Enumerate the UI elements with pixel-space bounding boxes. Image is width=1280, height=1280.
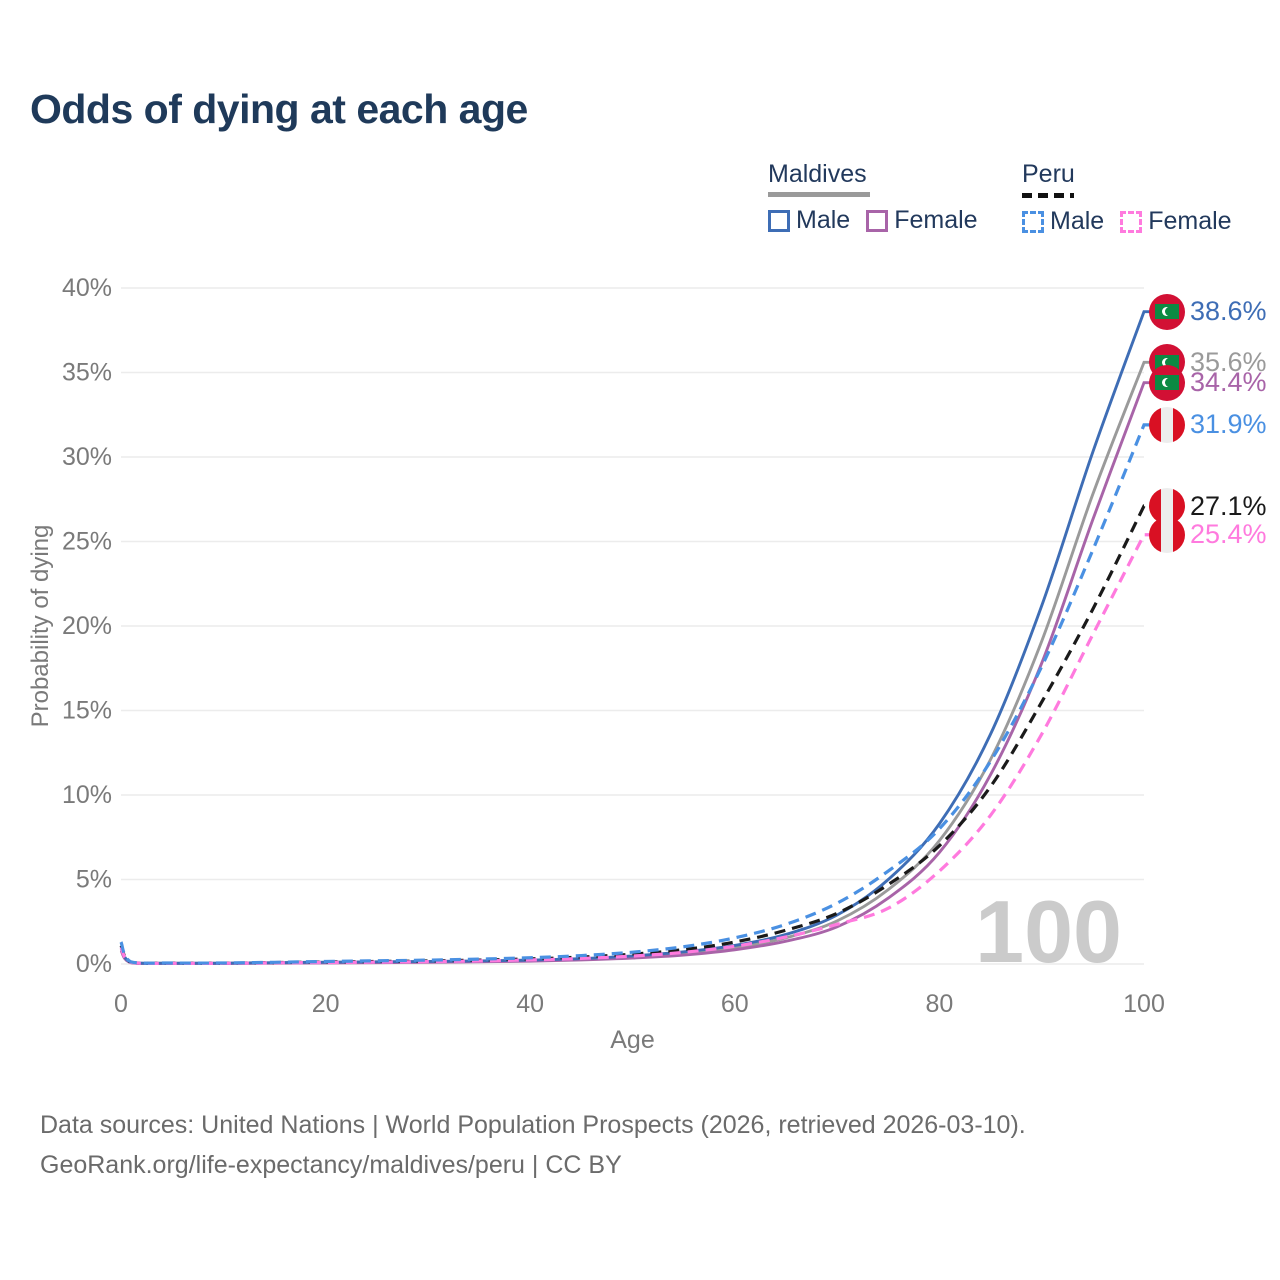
y-tick-label-5: 5% xyxy=(76,866,112,894)
y-tick-label-10: 10% xyxy=(62,781,112,809)
y-tick-label-30: 30% xyxy=(62,443,112,471)
series-line-peru-male[interactable] xyxy=(119,423,1151,965)
x-axis-title: Age xyxy=(610,1026,654,1054)
y-tick-label-35: 35% xyxy=(62,359,112,387)
end-label-peru-male: 31.9% xyxy=(1149,406,1267,443)
end-value-label-peru-male: 31.9% xyxy=(1190,409,1267,440)
series-line-maldives-male[interactable] xyxy=(119,310,1151,965)
legend-item-label: Male xyxy=(796,206,851,234)
end-label-maldives-male: 38.6% xyxy=(1149,293,1267,330)
peru-female-swatch xyxy=(1120,210,1143,233)
end-value-label-maldives-all: 35.6% xyxy=(1190,346,1267,377)
legend-item-label: Male xyxy=(1050,207,1105,235)
legend-items-maldives: Male Female xyxy=(768,206,978,235)
y-axis-title: Probability of dying xyxy=(27,525,54,728)
x-tick-label-60: 60 xyxy=(721,990,749,1018)
y-tick-label-0: 0% xyxy=(76,950,112,978)
legend-group-peru: Peru Male Female xyxy=(1022,160,1232,236)
maldives-flag-icon xyxy=(1149,364,1185,401)
x-tick-label-100: 100 xyxy=(1123,990,1165,1018)
line-chart: 0% 5% 10% 15% 20% 25% 30% 35% 40% 0 20 40 60 80 100 Age… xyxy=(27,274,1165,1054)
page-title: Odds of dying at each age xyxy=(30,86,528,132)
legend-item-peru-male[interactable]: Male xyxy=(1022,207,1104,236)
maldives-male-swatch xyxy=(768,209,790,232)
flag-crescent xyxy=(1165,357,1175,368)
maldives-female-swatch xyxy=(866,209,889,232)
series-line-maldives-female[interactable] xyxy=(119,381,1151,966)
y-tick-label-25: 25% xyxy=(62,528,112,556)
legend-item-label: Female xyxy=(894,206,978,234)
peru-flag-icon xyxy=(1149,406,1185,443)
maldives-flag-icon xyxy=(1149,293,1185,330)
x-tick-label-40: 40 xyxy=(516,990,544,1018)
flag-crescent xyxy=(1165,306,1175,317)
end-value-label-maldives-male: 38.6% xyxy=(1190,296,1267,327)
maldives-line-swatch xyxy=(768,192,870,197)
footer: Data sources: United Nations | World Pop… xyxy=(40,1105,1026,1185)
legend-country-label: Peru xyxy=(1022,160,1075,188)
end-label-peru-female: 25.4% xyxy=(1149,516,1267,553)
flag-crescent xyxy=(1165,377,1175,388)
peru-flag-icon xyxy=(1149,516,1185,553)
footer-url-line: GeoRank.org/life-expectancy/maldives/per… xyxy=(40,1151,622,1179)
legend-item-maldives-female[interactable]: Female xyxy=(866,206,978,235)
legend-items-peru: Male Female xyxy=(1022,207,1232,236)
legend-item-peru-female[interactable]: Female xyxy=(1120,207,1232,236)
end-value-label-peru-female: 25.4% xyxy=(1190,519,1267,550)
peru-male-swatch xyxy=(1022,210,1044,233)
footer-source-line: Data sources: United Nations | World Pop… xyxy=(40,1111,1026,1139)
peru-line-swatch xyxy=(1022,193,1074,198)
y-tick-label-20: 20% xyxy=(62,612,112,640)
end-value-label-peru-all: 27.1% xyxy=(1190,490,1267,521)
legend-item-label: Female xyxy=(1148,207,1232,235)
y-tick-label-15: 15% xyxy=(62,697,112,725)
legend-country-label: Maldives xyxy=(768,160,867,188)
x-tick-label-0: 0 xyxy=(114,990,128,1018)
legend-group-maldives: Maldives Male Female xyxy=(768,160,978,235)
series-line-maldives-all[interactable] xyxy=(119,360,1151,965)
end-value-label-maldives-female: 34.4% xyxy=(1190,367,1267,398)
end-label-maldives-female: 34.4% xyxy=(1149,364,1267,401)
legend-country-peru[interactable]: Peru xyxy=(1022,160,1232,198)
legend-item-maldives-male[interactable]: Male xyxy=(768,206,850,235)
y-tick-label-40: 40% xyxy=(62,274,112,302)
x-tick-label-20: 20 xyxy=(312,990,340,1018)
age-watermark: 100 xyxy=(975,882,1122,981)
legend-country-maldives[interactable]: Maldives xyxy=(768,160,978,197)
x-tick-label-80: 80 xyxy=(925,990,953,1018)
